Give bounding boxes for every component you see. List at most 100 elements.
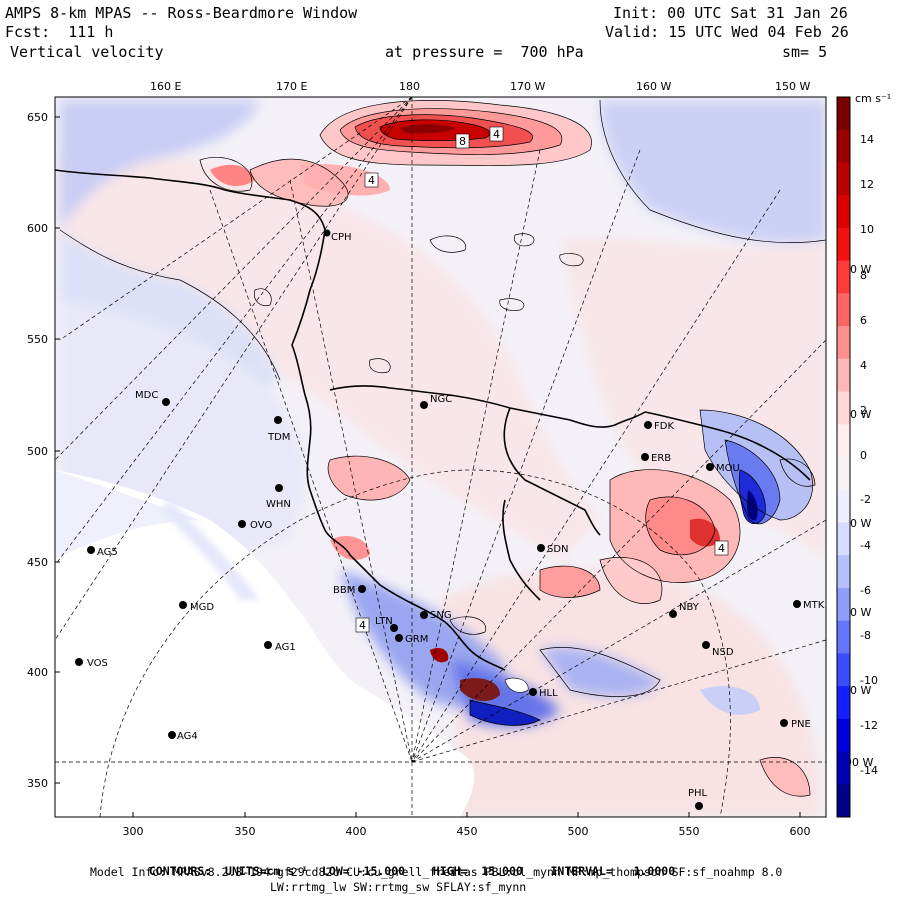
colorbar-label: 8 <box>860 269 867 282</box>
colorbar-cells <box>837 97 850 818</box>
colorbar-cell <box>837 326 850 360</box>
colorbar-label: 0 <box>860 449 867 462</box>
bottom-tick: 400 <box>346 825 367 838</box>
left-tick: 550 <box>27 333 48 346</box>
valid-time: Valid: 15 UTC Wed 04 Feb 26 <box>605 23 849 41</box>
contours-label: CONTOURS: <box>148 864 212 878</box>
interval-value: INTERVAL= 1.0000 <box>550 864 676 878</box>
station-fdk: FDK <box>644 421 674 432</box>
map-frame <box>54 96 827 818</box>
station-pne: PNE <box>780 719 811 730</box>
coastal-features <box>430 648 540 726</box>
svg-text:NBY: NBY <box>679 602 700 613</box>
colorbar-label: -2 <box>860 493 871 506</box>
station-nby: NBY <box>669 602 700 618</box>
bottom-tick: 550 <box>679 825 700 838</box>
bottom-tick: 500 <box>568 825 589 838</box>
svg-text:SDN: SDN <box>547 544 569 555</box>
station-tdm: TDM <box>267 416 290 443</box>
units-label: UNITS=cm s⁻¹ <box>225 864 309 878</box>
bottom-tick: 350 <box>235 825 256 838</box>
colorbar-cell <box>837 162 850 196</box>
station-vos: VOS <box>75 658 108 669</box>
svg-text:TDM: TDM <box>267 432 290 443</box>
svg-text:MDC: MDC <box>135 390 158 401</box>
station-cph: CPH <box>323 229 352 243</box>
left-tick: 600 <box>27 222 48 235</box>
model-info: Model Info: MPASv8.2.3-194-gf29cd82c CU:… <box>90 865 783 879</box>
station-nsd: NSD <box>702 641 734 658</box>
colorbar-cell <box>837 358 850 393</box>
bottom-tick: 600 <box>790 825 811 838</box>
station-sdn: SDN <box>537 544 569 555</box>
contour-label: 4 <box>718 542 725 555</box>
colorbar-cell <box>837 718 850 753</box>
graticule <box>55 97 826 817</box>
station-ag1: AG1 <box>264 641 296 653</box>
bottom-tick: 300 <box>123 825 144 838</box>
colorbar-cell <box>837 391 850 425</box>
svg-text:GRM: GRM <box>405 634 428 645</box>
colorbar-cell <box>837 424 850 458</box>
colorbar-label: -8 <box>860 629 871 642</box>
high-value: HIGH= 15.000 <box>432 864 523 878</box>
colorbar-label: 10 <box>860 223 874 236</box>
colorbar-label: 12 <box>860 178 874 191</box>
station-mgd: MGD <box>179 601 214 613</box>
smoothing-value: sm= 5 <box>782 43 828 61</box>
colorbar-cell <box>837 686 850 720</box>
map-panel <box>55 97 826 817</box>
colorbar-cell <box>837 97 850 131</box>
colorbar-cell <box>837 784 850 818</box>
bottom-tick: 450 <box>457 825 478 838</box>
station-ltn: LTN <box>375 616 398 632</box>
svg-text:WHN: WHN <box>266 499 291 510</box>
left-tick: 500 <box>27 445 48 458</box>
left-tick: 650 <box>27 111 48 124</box>
colorbar-cell <box>837 227 850 262</box>
bottom-axis-labels: 300 350 400 450 500 550 600 <box>123 825 811 838</box>
low-value: LOW= -15.000 <box>321 864 406 878</box>
colorbar-cell <box>837 653 850 687</box>
station-bbm: BBM <box>333 585 366 596</box>
station-ngc: NGC <box>420 394 452 409</box>
colorbar-cell <box>837 260 850 294</box>
colorbar-cell <box>837 620 850 654</box>
coastline <box>55 169 811 671</box>
colorbar-cell <box>837 293 850 327</box>
station-ag4: AG4 <box>168 731 198 742</box>
colorbar-cell <box>837 129 850 163</box>
contour-lines <box>59 99 826 797</box>
contour-value-labels: 4 8 4 4 4 <box>355 126 729 633</box>
init-time: Init: 00 UTC Sat 31 Jan 26 <box>613 4 848 22</box>
top-tick: 180 <box>399 80 420 93</box>
station-mdc: MDC <box>135 390 170 406</box>
left-tick: 450 <box>27 556 48 569</box>
pressure-level: at pressure = 700 hPa <box>385 43 584 61</box>
station-whn: WHN <box>266 484 291 510</box>
top-tick: 160 E <box>150 80 181 93</box>
tick-marks <box>55 116 801 817</box>
svg-text:PNE: PNE <box>791 719 811 730</box>
ice-shelf-edge <box>55 470 200 560</box>
colorbar-label: 6 <box>860 314 867 327</box>
map-title: AMPS 8-km MPAS -- Ross-Beardmore Window <box>5 4 358 22</box>
colorbar-cell <box>837 489 850 523</box>
contour-info: CONTOURS: UNITS=cm s⁻¹ LOW= -15.000 HIGH… <box>135 850 675 878</box>
colorbar-label: -10 <box>860 674 878 687</box>
colorbar: cm s⁻¹ 14 12 10 8 6 4 2 0 -2 -4 -6 -8 -10 -12 -14 <box>836 92 891 818</box>
ice-shelf-streak <box>160 500 260 600</box>
colorbar-cell <box>837 587 850 622</box>
field-name: Vertical velocity <box>10 43 164 61</box>
upward-motion-east <box>328 456 815 797</box>
colorbar-label: -4 <box>860 539 871 552</box>
left-tick: 400 <box>27 666 48 679</box>
station-markers: CPH NGC MDC TDM WHN OVO AG5 MGD AG1 VOS … <box>75 229 825 810</box>
left-axis-labels: 650 600 550 500 450 400 350 <box>27 111 48 790</box>
station-mtk: MTK <box>793 600 825 611</box>
colorbar-label: 4 <box>860 359 867 372</box>
contour-label: 4 <box>359 619 366 632</box>
left-tick: 350 <box>27 777 48 790</box>
colorbar-frame <box>836 96 851 818</box>
